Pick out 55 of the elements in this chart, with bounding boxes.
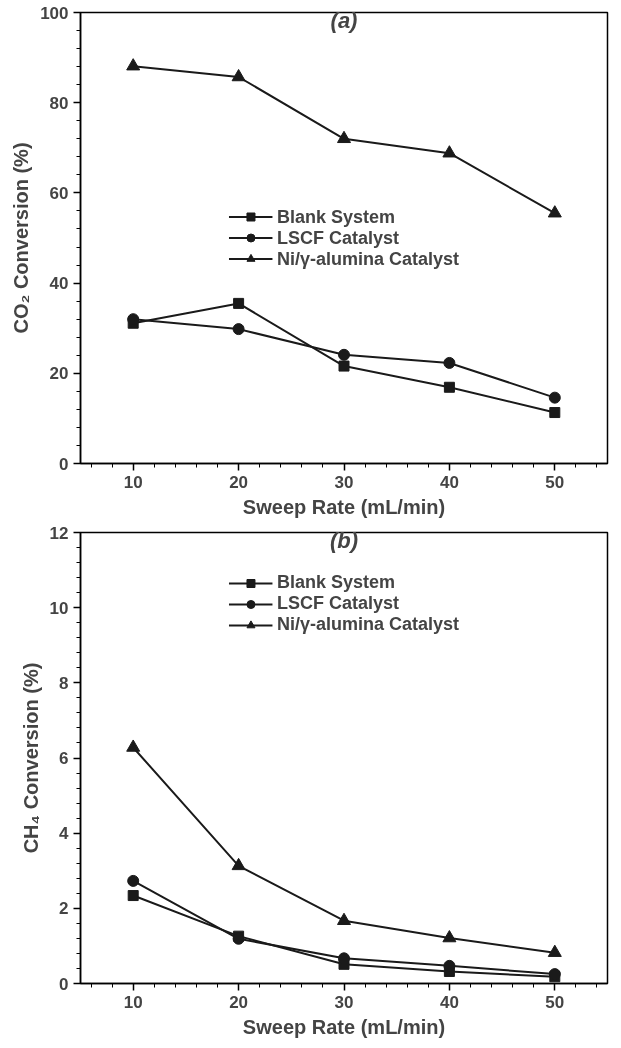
y-tick-label: 40: [49, 274, 69, 294]
x-axis-title: Sweep Rate (mL/min): [242, 495, 446, 518]
point: [442, 930, 457, 943]
point: [338, 348, 350, 361]
x-tick-label: 20: [229, 992, 249, 1012]
y-tick-label: 12: [49, 523, 69, 543]
y-tick-label: 80: [49, 93, 69, 113]
point: [547, 205, 562, 218]
chart-title: (a): [330, 7, 358, 33]
point: [232, 323, 245, 336]
point: [338, 360, 350, 372]
point: [443, 356, 456, 369]
legend-label: LSCF Catalyst: [276, 227, 399, 248]
y-axis-title: CH₄ Conversion (%): [19, 662, 42, 854]
x-tick-label: 20: [229, 472, 249, 492]
x-tick-label: 10: [123, 992, 143, 1012]
x-tick-label: 50: [545, 472, 565, 492]
point: [548, 391, 561, 404]
point: [126, 739, 141, 752]
y-tick-label: 0: [59, 454, 69, 474]
y-tick-label: 60: [49, 183, 69, 203]
x-tick-label: 40: [439, 992, 459, 1012]
y-tick-label: 4: [59, 824, 70, 844]
y-axis-title: CO₂ Conversion (%): [10, 142, 33, 334]
point: [127, 890, 139, 902]
point: [442, 145, 457, 158]
y-tick-label: 6: [59, 749, 69, 768]
chart-title: (b): [329, 527, 359, 553]
point: [337, 130, 351, 144]
x-tick-label: 30: [334, 992, 354, 1012]
point: [231, 68, 246, 82]
point: [126, 58, 141, 71]
x-axis-title: Sweep Rate (mL/min): [242, 1015, 446, 1038]
x-tick-label: 30: [334, 472, 354, 492]
point: [443, 381, 455, 393]
legend-label: Ni/γ-alumina Catalyst: [276, 614, 460, 635]
legend-label: Ni/γ-alumina Catalyst: [276, 248, 460, 269]
y-tick-label: 100: [40, 3, 69, 23]
y-tick-label: 2: [59, 899, 69, 919]
x-tick-label: 40: [439, 472, 459, 492]
legend-label: Blank System: [276, 206, 396, 227]
point: [337, 912, 351, 925]
y-tick-label: 0: [59, 974, 69, 994]
legend-label: LSCF Catalyst: [276, 593, 399, 614]
y-tick-label: 8: [59, 673, 69, 693]
x-tick-label: 10: [123, 472, 143, 492]
legend-label: Blank System: [276, 572, 396, 593]
point: [547, 944, 562, 957]
point: [231, 857, 246, 871]
point: [127, 874, 140, 887]
point: [549, 407, 561, 419]
x-tick-label: 50: [545, 992, 565, 1012]
point: [233, 297, 245, 309]
y-tick-label: 20: [49, 364, 69, 384]
y-tick-label: 10: [49, 598, 69, 618]
